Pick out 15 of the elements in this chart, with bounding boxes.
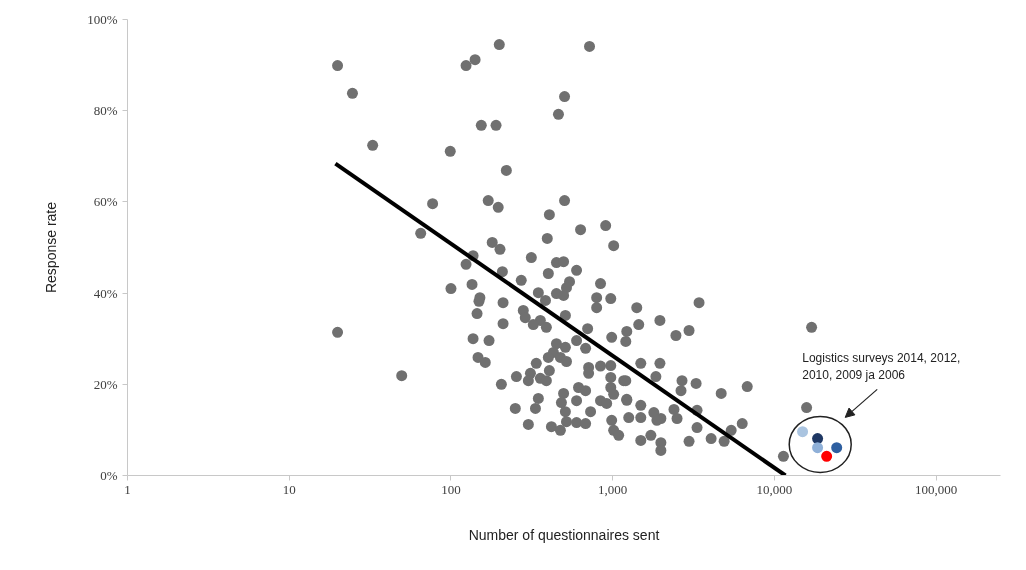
x-axis-title: Number of questionnaires sent — [468, 526, 660, 543]
annotation: Logistics surveys 2014, 2012, 2010, 2009 ja 2006 — [802, 351, 961, 383]
x-tick-label: 100 — [441, 481, 461, 497]
x-tick-label: 100,000 — [915, 481, 958, 497]
y-tick-label: 40% — [93, 285, 118, 301]
x-tick-label: 10 — [282, 481, 296, 497]
y-tick-label: 20% — [93, 376, 118, 392]
y-tick-label: 100% — [87, 12, 118, 27]
y-tick-label: 60% — [93, 194, 118, 210]
y-axis-title: Response rate — [43, 201, 60, 294]
y-tick-label: 0% — [100, 468, 118, 483]
x-tick-label: 1 — [124, 481, 131, 497]
x-tick-label: 10,000 — [756, 481, 793, 497]
x-tick-label: 1,000 — [598, 481, 628, 497]
y-tick-label: 80% — [93, 103, 118, 119]
